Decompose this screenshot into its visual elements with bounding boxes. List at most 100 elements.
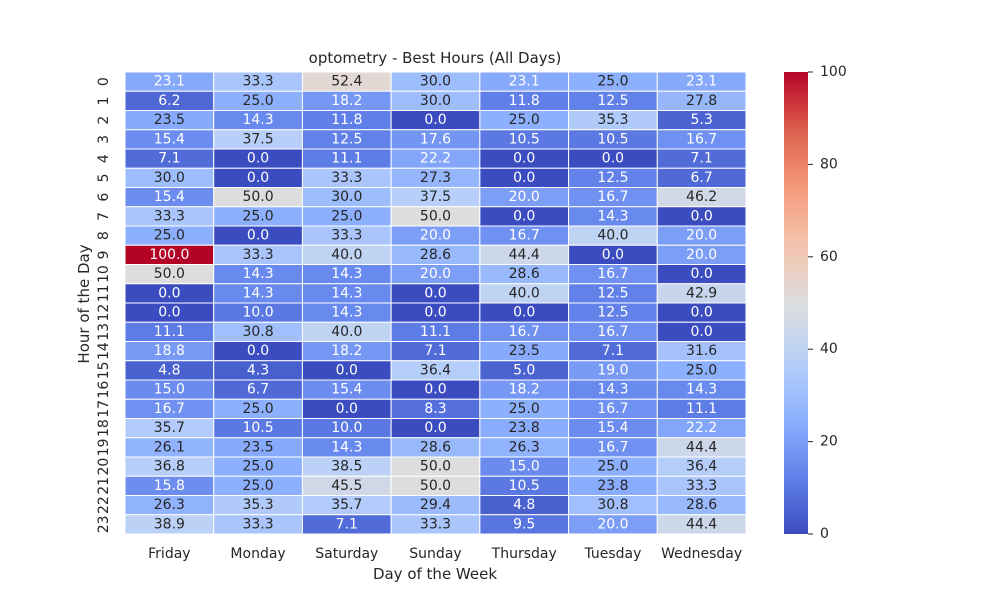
- cell-value-label: 0.0: [691, 266, 713, 282]
- y-tick-label: 5: [96, 173, 112, 182]
- cell-value-label: 30.0: [154, 170, 185, 186]
- cell-value-label: 16.7: [597, 401, 628, 417]
- cell-value-label: 45.5: [331, 478, 362, 494]
- cell-value-label: 16.7: [509, 324, 540, 340]
- cell-value-label: 22.2: [420, 151, 451, 167]
- cell-value-label: 7.1: [602, 343, 624, 359]
- cell-value-label: 25.0: [242, 478, 273, 494]
- cell-value-label: 10.0: [331, 420, 362, 436]
- cell-value-label: 11.1: [686, 401, 717, 417]
- cell-value-label: 30.8: [242, 324, 273, 340]
- cell-value-label: 12.5: [331, 131, 362, 147]
- cell-value-label: 35.3: [242, 497, 273, 513]
- cell-value-label: 27.8: [686, 93, 717, 109]
- cell-value-label: 17.6: [420, 131, 451, 147]
- x-tick-labels: Friday Monday Saturday Sunday Thursday Tuesda…: [148, 546, 742, 562]
- cell-value-label: 0.0: [336, 401, 358, 417]
- cell-value-label: 7.1: [691, 151, 713, 167]
- cell-value-label: 42.9: [686, 285, 717, 301]
- cell-value-label: 18.2: [331, 343, 362, 359]
- cell-value-label: 14.3: [242, 285, 273, 301]
- cell-value-label: 15.4: [331, 382, 362, 398]
- cell-value-label: 37.5: [420, 189, 451, 205]
- y-tick-label: 3: [96, 135, 112, 144]
- cell-value-label: 33.3: [331, 228, 362, 244]
- cell-value-label: 0.0: [336, 362, 358, 378]
- cell-value-label: 16.7: [509, 228, 540, 244]
- y-tick-label: 17: [96, 400, 112, 418]
- y-tick-label: 20: [96, 458, 112, 476]
- cell-value-label: 26.3: [154, 497, 185, 513]
- colorbar-tick-label: 100: [820, 64, 847, 80]
- cell-value-label: 6.7: [691, 170, 713, 186]
- cell-value-label: 16.7: [686, 131, 717, 147]
- cell-value-label: 25.0: [509, 112, 540, 128]
- cell-value-label: 23.5: [154, 112, 185, 128]
- cell-value-label: 4.8: [513, 497, 535, 513]
- x-tick-label: Friday: [148, 546, 190, 562]
- cell-value-label: 19.0: [597, 362, 628, 378]
- colorbar-tick-label: 80: [820, 156, 838, 172]
- cell-value-label: 38.5: [331, 459, 362, 475]
- cell-value-label: 16.7: [597, 324, 628, 340]
- cell-value-label: 11.8: [331, 112, 362, 128]
- cell-value-label: 8.3: [424, 401, 446, 417]
- cell-value-label: 25.0: [154, 228, 185, 244]
- y-tick-label: 0: [96, 77, 112, 86]
- cell-value-label: 15.4: [597, 420, 628, 436]
- cell-value-label: 16.7: [597, 266, 628, 282]
- y-tick-label: 1: [96, 96, 112, 105]
- cell-value-label: 7.1: [424, 343, 446, 359]
- cell-value-label: 14.3: [242, 266, 273, 282]
- cell-value-label: 4.3: [247, 362, 269, 378]
- x-tick-label: Wednesday: [661, 546, 742, 562]
- cell-value-label: 25.0: [242, 401, 273, 417]
- x-tick-label: Thursday: [491, 546, 557, 562]
- cell-value-label: 28.6: [420, 247, 451, 263]
- cell-value-label: 25.0: [242, 93, 273, 109]
- cell-value-label: 15.0: [154, 382, 185, 398]
- cell-value-label: 0.0: [247, 151, 269, 167]
- cell-value-label: 0.0: [247, 343, 269, 359]
- cell-value-label: 14.3: [331, 439, 362, 455]
- cell-value-label: 0.0: [513, 170, 535, 186]
- y-tick-label: 21: [96, 477, 112, 495]
- cell-value-label: 44.4: [686, 439, 717, 455]
- cell-value-label: 14.3: [597, 208, 628, 224]
- y-tick-label: 16: [96, 381, 112, 399]
- y-tick-label: 11: [96, 284, 112, 302]
- cell-value-label: 0.0: [424, 285, 446, 301]
- cell-value-label: 20.0: [509, 189, 540, 205]
- cell-value-label: 28.6: [686, 497, 717, 513]
- cell-value-label: 4.8: [158, 362, 180, 378]
- cell-value-label: 33.3: [242, 247, 273, 263]
- cell-value-label: 0.0: [691, 208, 713, 224]
- colorbar-tick-label: 60: [820, 249, 838, 265]
- cell-value-label: 14.3: [331, 305, 362, 321]
- cell-value-label: 28.6: [420, 439, 451, 455]
- cell-value-label: 26.1: [154, 439, 185, 455]
- cell-value-label: 23.8: [597, 478, 628, 494]
- cell-value-label: 15.4: [154, 131, 185, 147]
- x-axis-title: Day of the Week: [373, 565, 497, 583]
- cell-value-label: 12.5: [597, 170, 628, 186]
- cell-value-label: 15.4: [154, 189, 185, 205]
- x-tick-label: Tuesday: [583, 546, 641, 562]
- cell-value-label: 12.5: [597, 285, 628, 301]
- cell-value-label: 7.1: [336, 516, 358, 532]
- cell-value-label: 33.3: [242, 516, 273, 532]
- cell-value-label: 20.0: [686, 228, 717, 244]
- cell-value-label: 20.0: [686, 247, 717, 263]
- colorbar-tick-label: 40: [820, 341, 838, 357]
- cell-value-label: 25.0: [686, 362, 717, 378]
- x-tick-label: Sunday: [409, 546, 461, 562]
- cell-value-label: 40.0: [509, 285, 540, 301]
- cell-value-label: 22.2: [686, 420, 717, 436]
- colorbar-gradient: [784, 72, 808, 534]
- cell-value-label: 30.0: [331, 189, 362, 205]
- cell-value-label: 20.0: [420, 266, 451, 282]
- cell-value-label: 26.3: [509, 439, 540, 455]
- cell-value-label: 9.5: [513, 516, 535, 532]
- cell-value-label: 30.0: [420, 93, 451, 109]
- cell-value-label: 0.0: [158, 305, 180, 321]
